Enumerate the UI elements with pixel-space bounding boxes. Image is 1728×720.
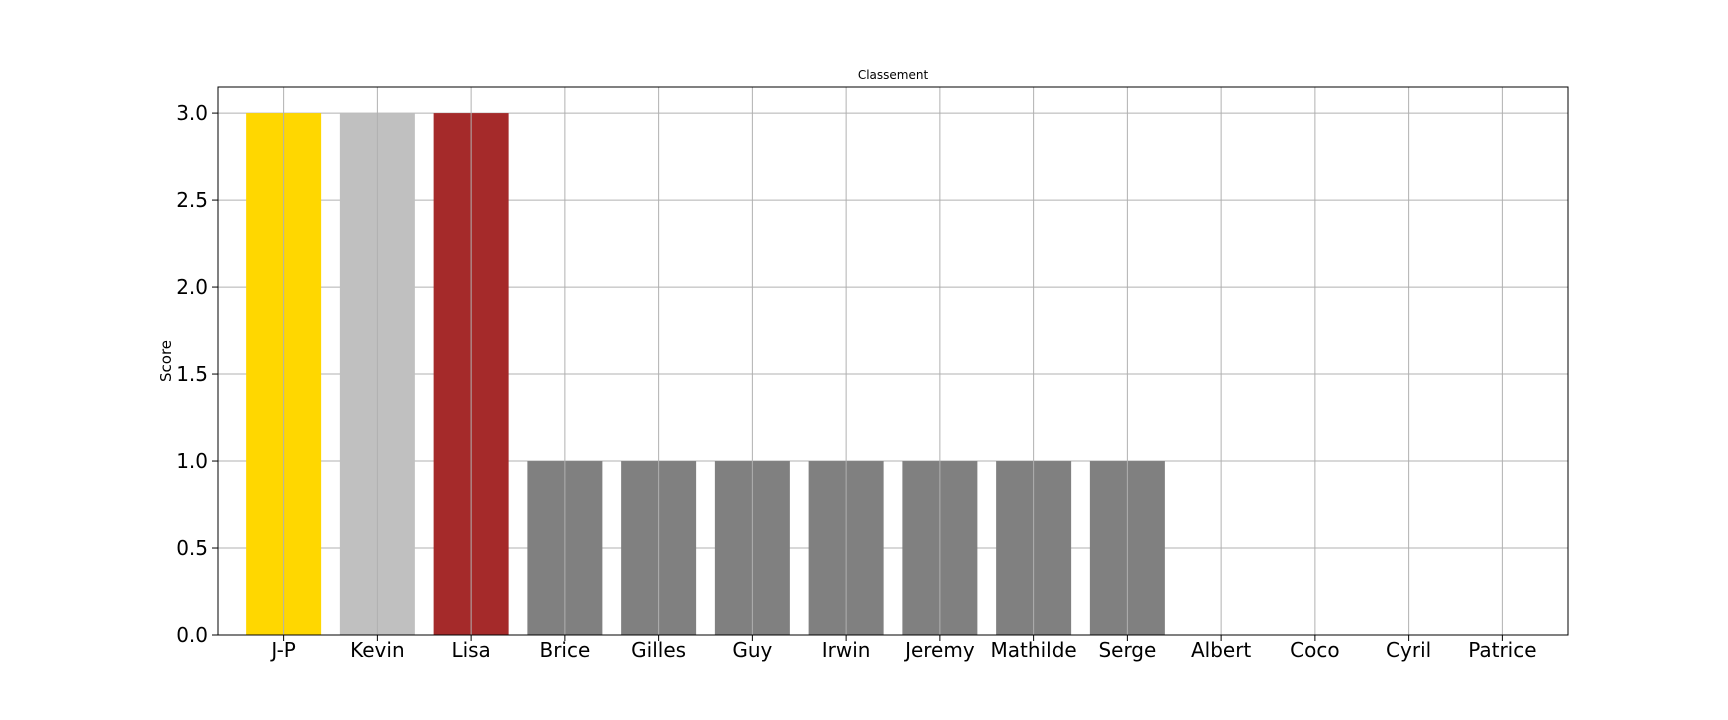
y-tick-label: 2.0	[176, 275, 208, 299]
x-tick-label: Brice	[539, 638, 590, 662]
x-tick-label: Serge	[1098, 638, 1156, 662]
x-tick-label: Kevin	[350, 638, 405, 662]
x-tick-label: Lisa	[451, 638, 490, 662]
y-tick-label: 2.5	[176, 188, 208, 212]
y-tick-label: 0.0	[176, 623, 208, 647]
x-tick-label: J-P	[269, 638, 295, 662]
x-tick-label: Patrice	[1468, 638, 1536, 662]
plot-frame	[217, 86, 1569, 636]
y-tick-label: 1.0	[176, 449, 208, 473]
x-tick-label: Irwin	[822, 638, 871, 662]
y-tick-label: 0.5	[176, 536, 208, 560]
x-tick-label: Gilles	[631, 638, 686, 662]
vertical-grid-lines	[283, 87, 1503, 635]
chart-title: Classement	[858, 68, 929, 82]
y-axis-label: Score	[157, 340, 175, 382]
x-tick-label: Jeremy	[903, 638, 975, 662]
x-tick-label: Mathilde	[991, 638, 1077, 662]
x-tick-label: Guy	[732, 638, 772, 662]
y-tick-label: 1.5	[176, 362, 208, 386]
grid-lines	[218, 112, 1568, 636]
x-axis-ticks: J-P Kevin Lisa Brice Gilles Guy Irwin Jeremy Mat…	[269, 635, 1537, 662]
x-tick-label: Cyril	[1386, 638, 1431, 662]
x-tick-label: Coco	[1290, 638, 1339, 662]
y-tick-label: 3.0	[176, 101, 208, 125]
y-axis-ticks: 0.0 0.5 1.0 1.5 2.0 2.5 3.0	[176, 101, 218, 647]
x-tick-label: Albert	[1191, 638, 1251, 662]
